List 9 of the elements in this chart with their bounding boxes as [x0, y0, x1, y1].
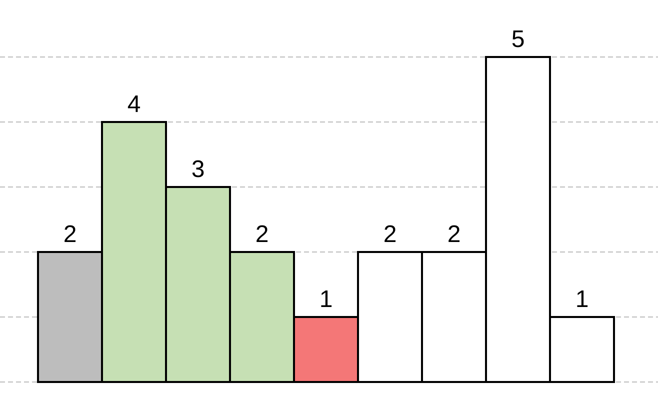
data-label: 5: [511, 26, 525, 53]
data-label: 2: [63, 221, 77, 248]
data-label: 2: [447, 221, 461, 248]
data-label: 2: [383, 221, 397, 248]
data-label: 3: [191, 156, 205, 183]
data-label: 2: [255, 221, 269, 248]
data-label: 4: [127, 91, 141, 118]
data-label: 1: [575, 286, 589, 313]
data-label: 1: [319, 286, 333, 313]
